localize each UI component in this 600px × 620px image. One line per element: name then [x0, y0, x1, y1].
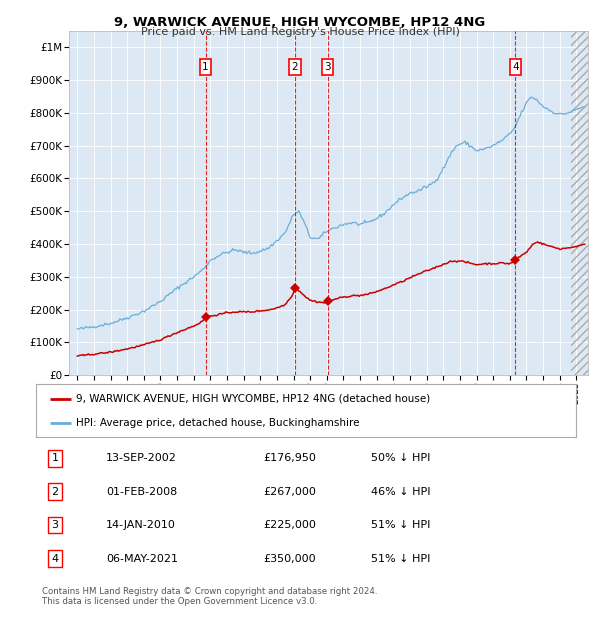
Text: 9, WARWICK AVENUE, HIGH WYCOMBE, HP12 4NG: 9, WARWICK AVENUE, HIGH WYCOMBE, HP12 4N… [115, 16, 485, 29]
Text: £176,950: £176,950 [263, 453, 316, 463]
Text: £225,000: £225,000 [263, 520, 316, 530]
Text: Price paid vs. HM Land Registry's House Price Index (HPI): Price paid vs. HM Land Registry's House … [140, 27, 460, 37]
Text: 4: 4 [512, 62, 519, 72]
Text: 06-MAY-2021: 06-MAY-2021 [106, 554, 178, 564]
Text: 01-FEB-2008: 01-FEB-2008 [106, 487, 178, 497]
Text: 51% ↓ HPI: 51% ↓ HPI [371, 520, 430, 530]
Bar [571, 31, 589, 375]
Text: 9, WARWICK AVENUE, HIGH WYCOMBE, HP12 4NG (detached house): 9, WARWICK AVENUE, HIGH WYCOMBE, HP12 4N… [77, 394, 431, 404]
Text: 2: 2 [52, 487, 58, 497]
Text: 1: 1 [202, 62, 209, 72]
Text: 3: 3 [324, 62, 331, 72]
Text: Contains HM Land Registry data © Crown copyright and database right 2024.
This d: Contains HM Land Registry data © Crown c… [42, 587, 377, 606]
Text: 50% ↓ HPI: 50% ↓ HPI [371, 453, 430, 463]
Text: £350,000: £350,000 [263, 554, 316, 564]
Text: HPI: Average price, detached house, Buckinghamshire: HPI: Average price, detached house, Buck… [77, 418, 360, 428]
Text: 14-JAN-2010: 14-JAN-2010 [106, 520, 176, 530]
Text: 3: 3 [52, 520, 58, 530]
Text: 4: 4 [52, 554, 58, 564]
Text: 1: 1 [52, 453, 58, 463]
Text: £267,000: £267,000 [263, 487, 316, 497]
Text: 46% ↓ HPI: 46% ↓ HPI [371, 487, 430, 497]
Text: 51% ↓ HPI: 51% ↓ HPI [371, 554, 430, 564]
Text: 13-SEP-2002: 13-SEP-2002 [106, 453, 177, 463]
Text: 2: 2 [292, 62, 298, 72]
